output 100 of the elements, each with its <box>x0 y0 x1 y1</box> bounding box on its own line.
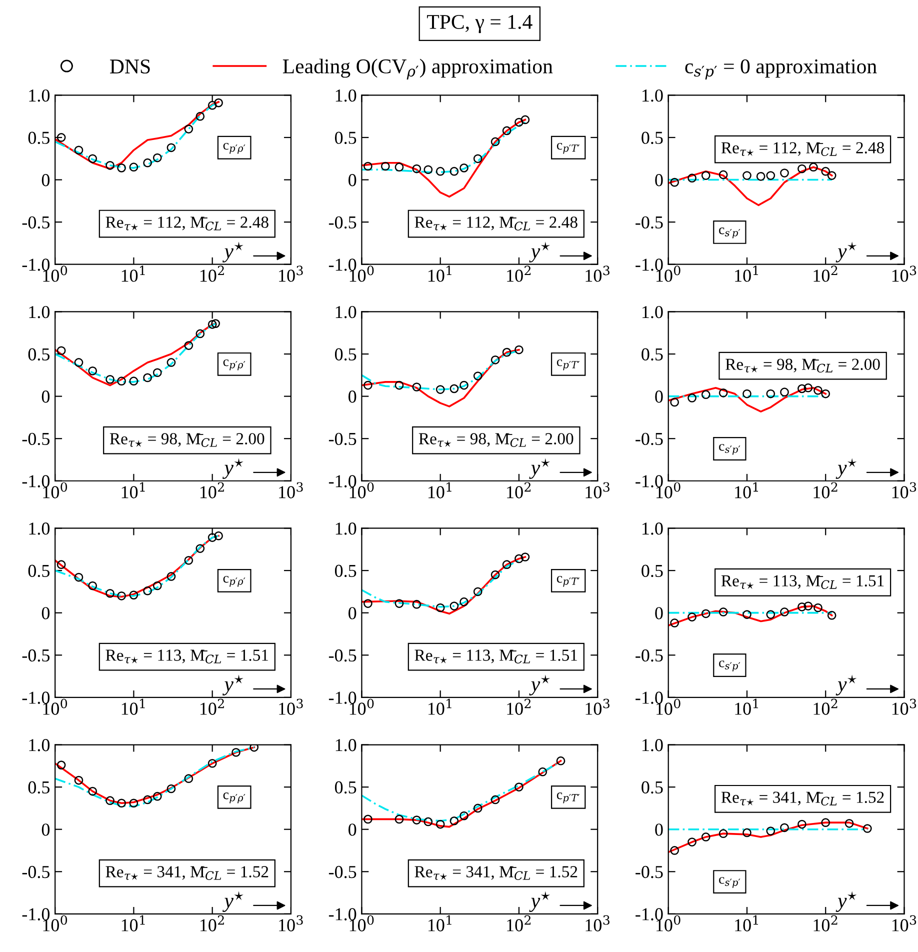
x-tick-label: 10$^{2}$ <box>507 698 531 715</box>
y-tick-label: 1.0 <box>29 89 50 102</box>
chart-title: TPC, γ = 1.4 <box>427 14 532 34</box>
annotation: Re$_{τ⋆}$ = 98, M̄$_{CL}$ = 2.00 <box>418 433 574 447</box>
x-tick-label: 10$^{3}$ <box>279 482 303 498</box>
x-tick-label: 10$^{2}$ <box>814 915 838 932</box>
x-tick-label: 10$^{2}$ <box>507 266 531 282</box>
annotation: Re$_{τ⋆}$ = 341, M̄$_{CL}$ = 1.52 <box>106 866 268 880</box>
x-axis-title: y$^{⋆}$ <box>836 242 857 262</box>
y-tick-label: -0.5 <box>22 866 50 878</box>
x-axis-title: y$^{⋆}$ <box>529 674 550 696</box>
x-tick-label: 10$^{2}$ <box>814 482 838 498</box>
x-tick-label: 10$^{1}$ <box>735 266 758 282</box>
annotation: c$_{p′ρ′}$ <box>223 576 246 587</box>
y-tick-label: 0 <box>42 174 50 186</box>
y-tick-label: 0 <box>348 174 356 186</box>
y-tick-label: -0.5 <box>328 866 356 878</box>
y-tick-label: 1.0 <box>642 89 663 102</box>
y-tick-label: 0.5 <box>28 132 50 144</box>
y-tick-label: 0.5 <box>642 781 663 794</box>
y-tick-label: 0.5 <box>28 348 50 361</box>
x-tick-label: 10$^{1}$ <box>122 915 145 932</box>
x-axis-title: y$^{⋆}$ <box>529 242 550 262</box>
y-tick-label: 1.0 <box>29 739 50 752</box>
x-tick-label: 10$^{1}$ <box>122 266 145 282</box>
y-tick-label: -0.5 <box>328 432 356 446</box>
x-tick-label: 10$^{1}$ <box>735 482 758 498</box>
x-axis-title: y$^{⋆}$ <box>836 891 857 912</box>
y-tick-label: -0.5 <box>22 649 50 662</box>
x-axis-title: y$^{⋆}$ <box>529 891 550 912</box>
annotation: c$_{s′p′}$ <box>719 660 740 672</box>
annotation: c$_{s′p′}$ <box>719 444 740 455</box>
annotation: c$_{p′ρ′}$ <box>223 359 246 370</box>
x-tick-label: 10$^{2}$ <box>507 915 531 932</box>
x-axis-title: y$^{⋆}$ <box>222 242 244 262</box>
x-tick-label: 10$^{3}$ <box>279 266 303 282</box>
y-tick-label: -0.5 <box>636 216 663 229</box>
y-tick-label: 1.0 <box>29 306 50 318</box>
y-tick-label: 1.0 <box>642 522 663 535</box>
y-tick-label: 0 <box>655 607 663 620</box>
annotation: c$_{s′p′}$ <box>719 228 740 238</box>
annotation: c$_{p′ρ′}$ <box>223 792 246 804</box>
annotation: Re$_{τ⋆}$ = 112, M̄$_{CL}$ = 2.48 <box>414 216 578 230</box>
y-tick-label: 0.5 <box>642 348 663 361</box>
y-tick-label: 0.5 <box>642 132 663 144</box>
x-tick-label: 10$^{1}$ <box>428 266 452 282</box>
x-tick-label: 10$^{1}$ <box>735 698 758 715</box>
x-tick-label: 10$^{2}$ <box>814 698 838 715</box>
x-tick-label: 10$^{1}$ <box>428 915 452 932</box>
y-tick-label: 0 <box>348 390 356 403</box>
annotation: Re$_{τ⋆}$ = 112, M̄$_{CL}$ = 2.48 <box>106 216 268 230</box>
legend-label: DNS <box>110 60 150 74</box>
x-axis-title: y$^{⋆}$ <box>529 458 550 479</box>
y-tick-label: 1.0 <box>336 739 356 752</box>
y-tick-label: 0 <box>42 390 50 403</box>
x-tick-label: 10$^{2}$ <box>200 698 224 715</box>
y-tick-label: -0.5 <box>328 649 356 662</box>
x-tick-label: 10$^{1}$ <box>122 482 145 498</box>
annotation: Re$_{τ⋆}$ = 113, M̄$_{CL}$ = 1.51 <box>106 650 268 664</box>
annotation: Re$_{τ⋆}$ = 98, M̄$_{CL}$ = 2.00 <box>110 433 264 447</box>
x-tick-label: 10$^{2}$ <box>200 482 224 498</box>
y-tick-label: -0.5 <box>22 432 50 446</box>
annotation: c$_{p′ρ′}$ <box>223 142 246 154</box>
x-axis-title: y$^{⋆}$ <box>222 891 244 912</box>
x-tick-label: 10$^{3}$ <box>892 915 916 932</box>
x-axis-title: y$^{⋆}$ <box>836 674 857 696</box>
y-tick-label: -0.5 <box>636 432 663 446</box>
y-tick-label: 0.5 <box>334 564 356 578</box>
x-tick-label: 10$^{3}$ <box>892 266 916 282</box>
y-tick-label: 0 <box>655 390 663 403</box>
x-axis-title: y$^{⋆}$ <box>222 458 244 479</box>
y-tick-label: 0.5 <box>28 781 50 794</box>
x-tick-label: 10$^{2}$ <box>507 482 531 498</box>
annotation: Re$_{τ⋆}$ = 341, M̄$_{CL}$ = 1.52 <box>721 792 884 806</box>
x-tick-label: 10$^{3}$ <box>279 915 303 932</box>
y-tick-label: 1.0 <box>336 522 356 535</box>
y-tick-label: 0 <box>348 607 356 620</box>
x-tick-label: 10$^{2}$ <box>200 266 224 282</box>
y-tick-label: 1.0 <box>336 89 356 102</box>
y-tick-label: 0.5 <box>642 564 663 578</box>
x-tick-label: 10$^{1}$ <box>428 482 452 498</box>
y-tick-label: 1.0 <box>642 306 663 318</box>
x-tick-label: 10$^{3}$ <box>586 266 610 282</box>
y-tick-label: -0.5 <box>22 216 50 229</box>
x-tick-label: 10$^{1}$ <box>122 698 145 715</box>
y-tick-label: -0.5 <box>636 649 663 662</box>
x-axis-title: y$^{⋆}$ <box>222 674 244 696</box>
annotation: c$_{p′T′}$ <box>556 142 580 154</box>
y-tick-label: 0.5 <box>334 781 356 794</box>
annotation: Re$_{τ⋆}$ = 98, M̄$_{CL}$ = 2.00 <box>726 358 880 373</box>
y-tick-label: 0 <box>42 607 50 620</box>
x-tick-label: 10$^{3}$ <box>279 698 303 715</box>
y-tick-label: -0.5 <box>328 216 356 229</box>
x-tick-label: 10$^{3}$ <box>892 698 916 715</box>
x-tick-label: 10$^{1}$ <box>735 915 758 932</box>
annotation: Re$_{τ⋆}$ = 341, M̄$_{CL}$ = 1.52 <box>414 866 578 880</box>
y-tick-label: 1.0 <box>336 306 356 318</box>
annotation: c$_{p′T′}$ <box>556 792 580 804</box>
y-tick-label: 0.5 <box>334 132 356 144</box>
annotation: c$_{s′p′}$ <box>719 877 740 888</box>
